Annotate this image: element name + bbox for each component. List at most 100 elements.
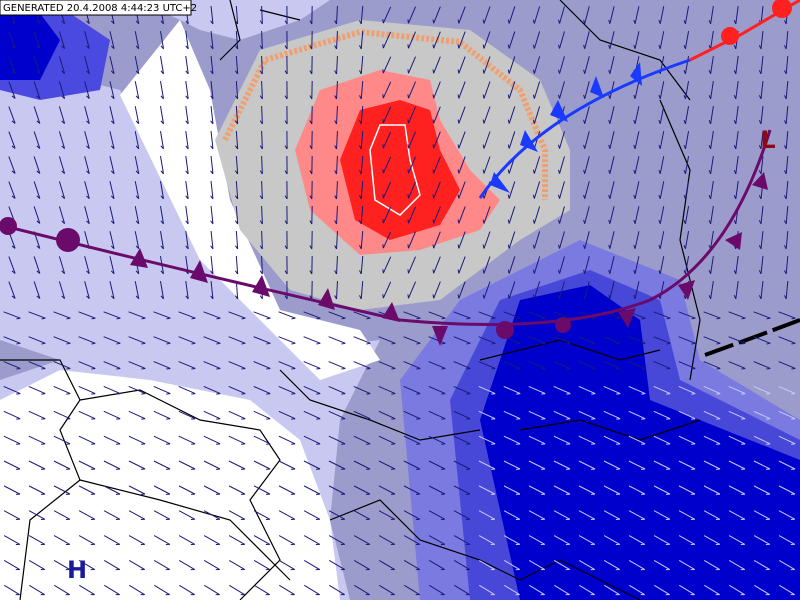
wind-arrow: [309, 205, 313, 225]
wind-arrow: [8, 131, 16, 149]
wind-arrow: [328, 435, 346, 445]
wind-arrow: [428, 435, 446, 445]
wind-arrow: [703, 410, 721, 420]
wind-arrow: [683, 131, 690, 150]
wind-arrow: [553, 560, 571, 571]
wind-arrow: [234, 205, 239, 225]
wind-arrow: [703, 435, 721, 445]
wind-arrow: [378, 435, 396, 445]
wind-arrow: [482, 56, 491, 74]
wind-arrow: [528, 460, 546, 470]
wind-arrow: [304, 584, 320, 596]
wind-arrow: [778, 485, 796, 495]
wind-arrow: [778, 560, 796, 571]
wind-arrow: [84, 31, 90, 50]
wind-arrow: [203, 361, 221, 370]
wind-arrow: [134, 281, 140, 300]
wind-arrow: [558, 281, 565, 299]
wind-arrow: [278, 361, 296, 370]
wind-arrow: [109, 181, 115, 200]
wind-arrow: [153, 435, 171, 445]
wind-arrow: [8, 156, 16, 174]
wind-arrow: [353, 560, 371, 571]
wind-arrow: [353, 361, 371, 370]
occluded-front: [0, 129, 772, 326]
wind-arrow: [284, 180, 288, 200]
wind-arrow: [103, 485, 121, 495]
wind-arrow: [658, 256, 665, 275]
wind-arrow: [185, 181, 189, 200]
wind-arrow: [3, 361, 21, 370]
wind-arrow: [284, 255, 288, 275]
wind-arrow: [678, 510, 696, 520]
wind-arrow: [633, 81, 640, 99]
wind-arrow: [708, 206, 714, 225]
wind-arrow: [482, 106, 491, 124]
wind-arrow: [708, 131, 714, 150]
wind-arrow: [407, 106, 416, 124]
wind-arrow: [558, 206, 565, 224]
wind-arrow: [53, 336, 71, 345]
wind-arrow: [403, 385, 421, 395]
wind-arrow: [453, 560, 471, 571]
wind-arrow: [303, 385, 321, 395]
wind-arrow: [109, 256, 115, 275]
wind-arrow: [359, 130, 364, 150]
wind-arrow: [210, 280, 214, 300]
wind-arrow: [578, 336, 596, 345]
wind-arrow: [103, 435, 121, 445]
wind-arrow: [407, 131, 416, 149]
wind-arrow: [185, 231, 189, 250]
wind-arrow: [482, 231, 491, 249]
wind-arrow: [153, 311, 171, 320]
wind-arrow: [210, 180, 214, 200]
wind-arrow: [728, 435, 746, 445]
wind-arrow: [228, 435, 246, 445]
wind-arrow: [303, 485, 321, 495]
wind-arrow: [403, 311, 421, 320]
wind-arrow: [558, 231, 565, 249]
wind-arrow: [103, 460, 121, 470]
wind-arrow: [608, 256, 615, 274]
wind-arrow: [453, 336, 471, 345]
wind-arrow: [259, 180, 263, 200]
wind-arrow: [482, 256, 491, 274]
wind-arrow: [178, 311, 196, 320]
wind-arrow: [658, 81, 665, 100]
wind-arrow: [507, 81, 516, 99]
wind-arrow: [758, 30, 764, 50]
wind-arrow: [578, 385, 596, 395]
wind-arrow: [382, 256, 392, 274]
wind-arrow: [210, 5, 214, 25]
wind-arrow: [457, 206, 466, 224]
wind-arrow: [153, 560, 171, 571]
wind-arrow: [453, 311, 471, 320]
wind-arrow: [728, 385, 746, 395]
wind-arrow: [28, 361, 46, 370]
wind-arrow: [628, 510, 646, 520]
wind-arrow: [53, 311, 71, 320]
wind-arrow: [382, 31, 392, 49]
wind-arrow: [278, 510, 296, 520]
wind-arrow: [578, 535, 596, 546]
wind-arrow: [78, 460, 96, 470]
wind-arrow: [428, 311, 446, 320]
wind-arrow: [33, 156, 41, 174]
wind-arrow: [3, 560, 21, 571]
wind-arrow: [28, 485, 46, 495]
wind-arrow: [278, 410, 296, 420]
wind-arrow: [309, 230, 313, 250]
wind-arrow: [259, 230, 263, 250]
wind-arrow: [507, 281, 516, 299]
wind-arrow: [683, 181, 690, 200]
wind-arrow: [58, 31, 66, 49]
wind-arrow: [733, 156, 739, 175]
wind-arrow: [403, 535, 421, 546]
wind-arrow: [78, 385, 96, 395]
wind-arrow: [328, 560, 346, 571]
wind-arrow: [359, 180, 364, 200]
wind-arrow: [58, 156, 66, 174]
wind-arrow: [683, 156, 690, 175]
wind-arrow: [453, 385, 471, 395]
